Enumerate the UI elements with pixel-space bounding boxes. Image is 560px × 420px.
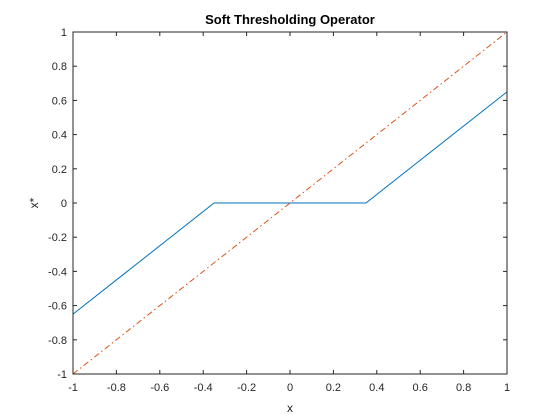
x-tick-label: -1 (68, 382, 78, 394)
y-tick-label: -0.2 (48, 232, 67, 244)
y-tick-label: 0.8 (52, 61, 67, 73)
x-tick-label: 0.2 (326, 382, 341, 394)
y-axis-label: x* (27, 197, 41, 208)
x-tick-label: -0.4 (194, 382, 213, 394)
x-tick-label: 0.6 (413, 382, 428, 394)
x-tick-label: -0.6 (150, 382, 169, 394)
x-tick-label: 0.4 (369, 382, 384, 394)
y-tick-label: -0.6 (48, 301, 67, 313)
x-tick-label: 0 (287, 382, 293, 394)
x-tick-label: 0.8 (456, 382, 471, 394)
x-tick-label: 1 (504, 382, 510, 394)
y-tick-label: 0 (61, 198, 67, 210)
y-tick-label: 0.2 (52, 164, 67, 176)
x-tick-label: -0.8 (107, 382, 126, 394)
y-tick-label: 0.4 (52, 130, 67, 142)
series-line-2 (72, 31, 508, 375)
y-axis-ticks: -1 -0.8 -0.6 -0.4 -0.2 0 0.2 0.4 0.6 0.8 1 (48, 27, 507, 381)
x-tick-label: -0.2 (237, 382, 256, 394)
series-layer (72, 31, 508, 375)
x-axis-label: x (287, 401, 293, 415)
y-tick-label: -1 (57, 369, 67, 381)
series-line-1 (72, 91, 508, 315)
y-tick-label: -0.4 (48, 266, 67, 278)
chart-title: Soft Thresholding Operator (205, 12, 375, 27)
y-tick-label: -0.8 (48, 335, 67, 347)
y-tick-label: 1 (61, 27, 67, 39)
y-tick-label: 0.6 (52, 95, 67, 107)
x-axis-ticks: -1 -0.8 -0.6 -0.4 -0.2 0 0.2 0.4 0.6 0.8 1 (68, 32, 510, 394)
